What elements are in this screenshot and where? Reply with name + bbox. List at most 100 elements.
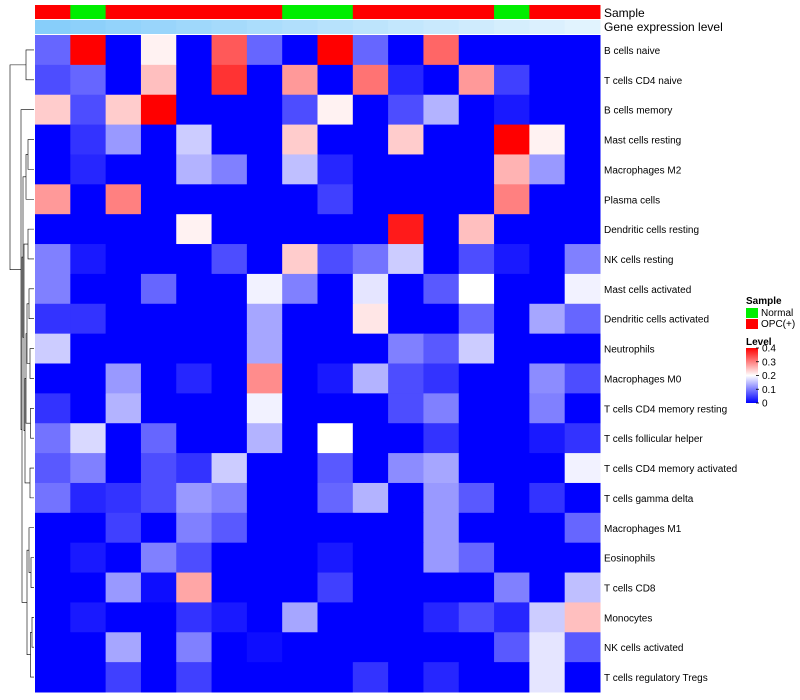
heatmap-cell <box>246 244 283 275</box>
heatmap-cell <box>246 35 283 66</box>
heatmap-cell <box>140 393 177 424</box>
heatmap-cell <box>317 303 354 335</box>
heatmap-cell <box>458 542 495 574</box>
heatmap-cell <box>105 423 142 454</box>
sample-annotation-cell <box>388 5 424 19</box>
heatmap-cell <box>282 154 318 185</box>
row-label: Macrophages M2 <box>604 165 682 176</box>
heatmap-cell <box>423 94 460 126</box>
heatmap-cell <box>352 94 389 126</box>
heatmap-cell <box>564 602 601 633</box>
heatmap-cell <box>105 602 142 633</box>
heatmap-cell <box>423 64 460 96</box>
heatmap-cell <box>388 393 424 424</box>
heatmap-cell <box>176 542 213 574</box>
sample-annotation-cell <box>140 5 177 19</box>
heatmap-cell <box>246 363 283 394</box>
heatmap-cell <box>317 512 354 544</box>
level-legend-title: Level <box>746 337 772 348</box>
heatmap-cell <box>176 184 213 215</box>
row-label: NK cells resting <box>604 255 673 266</box>
heatmap-cell <box>140 244 177 275</box>
dendrogram-branch <box>26 303 30 364</box>
row-label: B cells memory <box>604 106 672 117</box>
heatmap-cell <box>282 662 318 693</box>
heatmap-cell <box>529 303 566 335</box>
heatmap-cell <box>70 273 107 305</box>
heatmap-cell <box>70 124 107 155</box>
heatmap-cell <box>140 154 177 185</box>
heatmap-cell <box>35 35 71 66</box>
heatmap-cell <box>176 64 213 96</box>
gene-expression-annotation-cell <box>246 20 283 34</box>
heatmap-cell <box>423 662 460 693</box>
heatmap-cell <box>352 64 389 96</box>
heatmap-cell <box>282 124 318 155</box>
heatmap-cell <box>140 363 177 394</box>
heatmap-cell <box>35 244 71 275</box>
heatmap-cell <box>140 184 177 215</box>
heatmap-cell <box>352 333 389 364</box>
heatmap-cell <box>246 482 283 514</box>
heatmap-cell <box>388 453 424 484</box>
gene-expression-annotation-cell <box>529 20 566 34</box>
row-labels: B cells naive T cells CD4 naive B cells me… <box>604 46 737 684</box>
heatmap-cell <box>529 273 566 305</box>
gene-expression-annotation-cell <box>211 20 248 34</box>
heatmap-cell <box>423 632 460 663</box>
heatmap-cell <box>458 393 495 424</box>
heatmap-cell <box>564 94 601 126</box>
sample-annotation-cell <box>458 5 495 19</box>
heatmap-cell <box>388 662 424 693</box>
heatmap-cell <box>246 64 283 96</box>
gene-expression-annotation-cell <box>176 20 213 34</box>
heatmap-cell <box>35 482 71 514</box>
heatmap-cell <box>564 662 601 693</box>
heatmap-cell <box>211 602 248 633</box>
heatmap-cell <box>282 512 318 544</box>
heatmap-cell <box>246 154 283 185</box>
heatmap-cell <box>529 632 566 663</box>
heatmap-cell <box>246 512 283 544</box>
heatmap-cell <box>246 453 283 484</box>
sample-legend-swatch <box>746 308 758 318</box>
sample-annotation-cell <box>105 5 142 19</box>
heatmap-cell <box>35 154 71 185</box>
heatmap-cell <box>105 482 142 514</box>
row-dendrogram <box>9 49 34 678</box>
column-annotations <box>35 5 601 34</box>
heatmap-cell <box>35 124 71 155</box>
heatmap-cell <box>246 124 283 155</box>
heatmap-cell <box>211 244 248 275</box>
heatmap-cell <box>35 363 71 394</box>
heatmap-cell <box>35 632 71 663</box>
heatmap-cell <box>458 363 495 394</box>
heatmap-cell <box>317 214 354 245</box>
heatmap-cell <box>494 94 530 126</box>
heatmap-cell <box>140 214 177 245</box>
heatmap-cell <box>282 35 318 66</box>
heatmap-cell <box>494 184 530 215</box>
heatmap-cell <box>529 512 566 544</box>
heatmap-cell <box>35 214 71 245</box>
heatmap-cell <box>564 273 601 305</box>
heatmap-cell <box>176 572 213 603</box>
heatmap-cell <box>564 35 601 66</box>
heatmap-cell <box>529 244 566 275</box>
row-label: T cells CD8 <box>604 583 656 594</box>
heatmap-cell <box>529 184 566 215</box>
heatmap-cell <box>458 512 495 544</box>
heatmap-cell <box>282 184 318 215</box>
dendrogram-branch <box>9 64 26 271</box>
sample-legend-title: Sample <box>746 296 782 307</box>
heatmap-cell <box>140 453 177 484</box>
heatmap-cell <box>494 273 530 305</box>
heatmap-cell <box>423 363 460 394</box>
heatmap-cell <box>423 482 460 514</box>
row-label: Mast cells activated <box>604 285 691 296</box>
row-label: NK cells activated <box>604 643 683 654</box>
heatmap-cell <box>317 602 354 633</box>
heatmap-cell <box>494 632 530 663</box>
heatmap-cell <box>423 244 460 275</box>
heatmap-cell <box>494 244 530 275</box>
